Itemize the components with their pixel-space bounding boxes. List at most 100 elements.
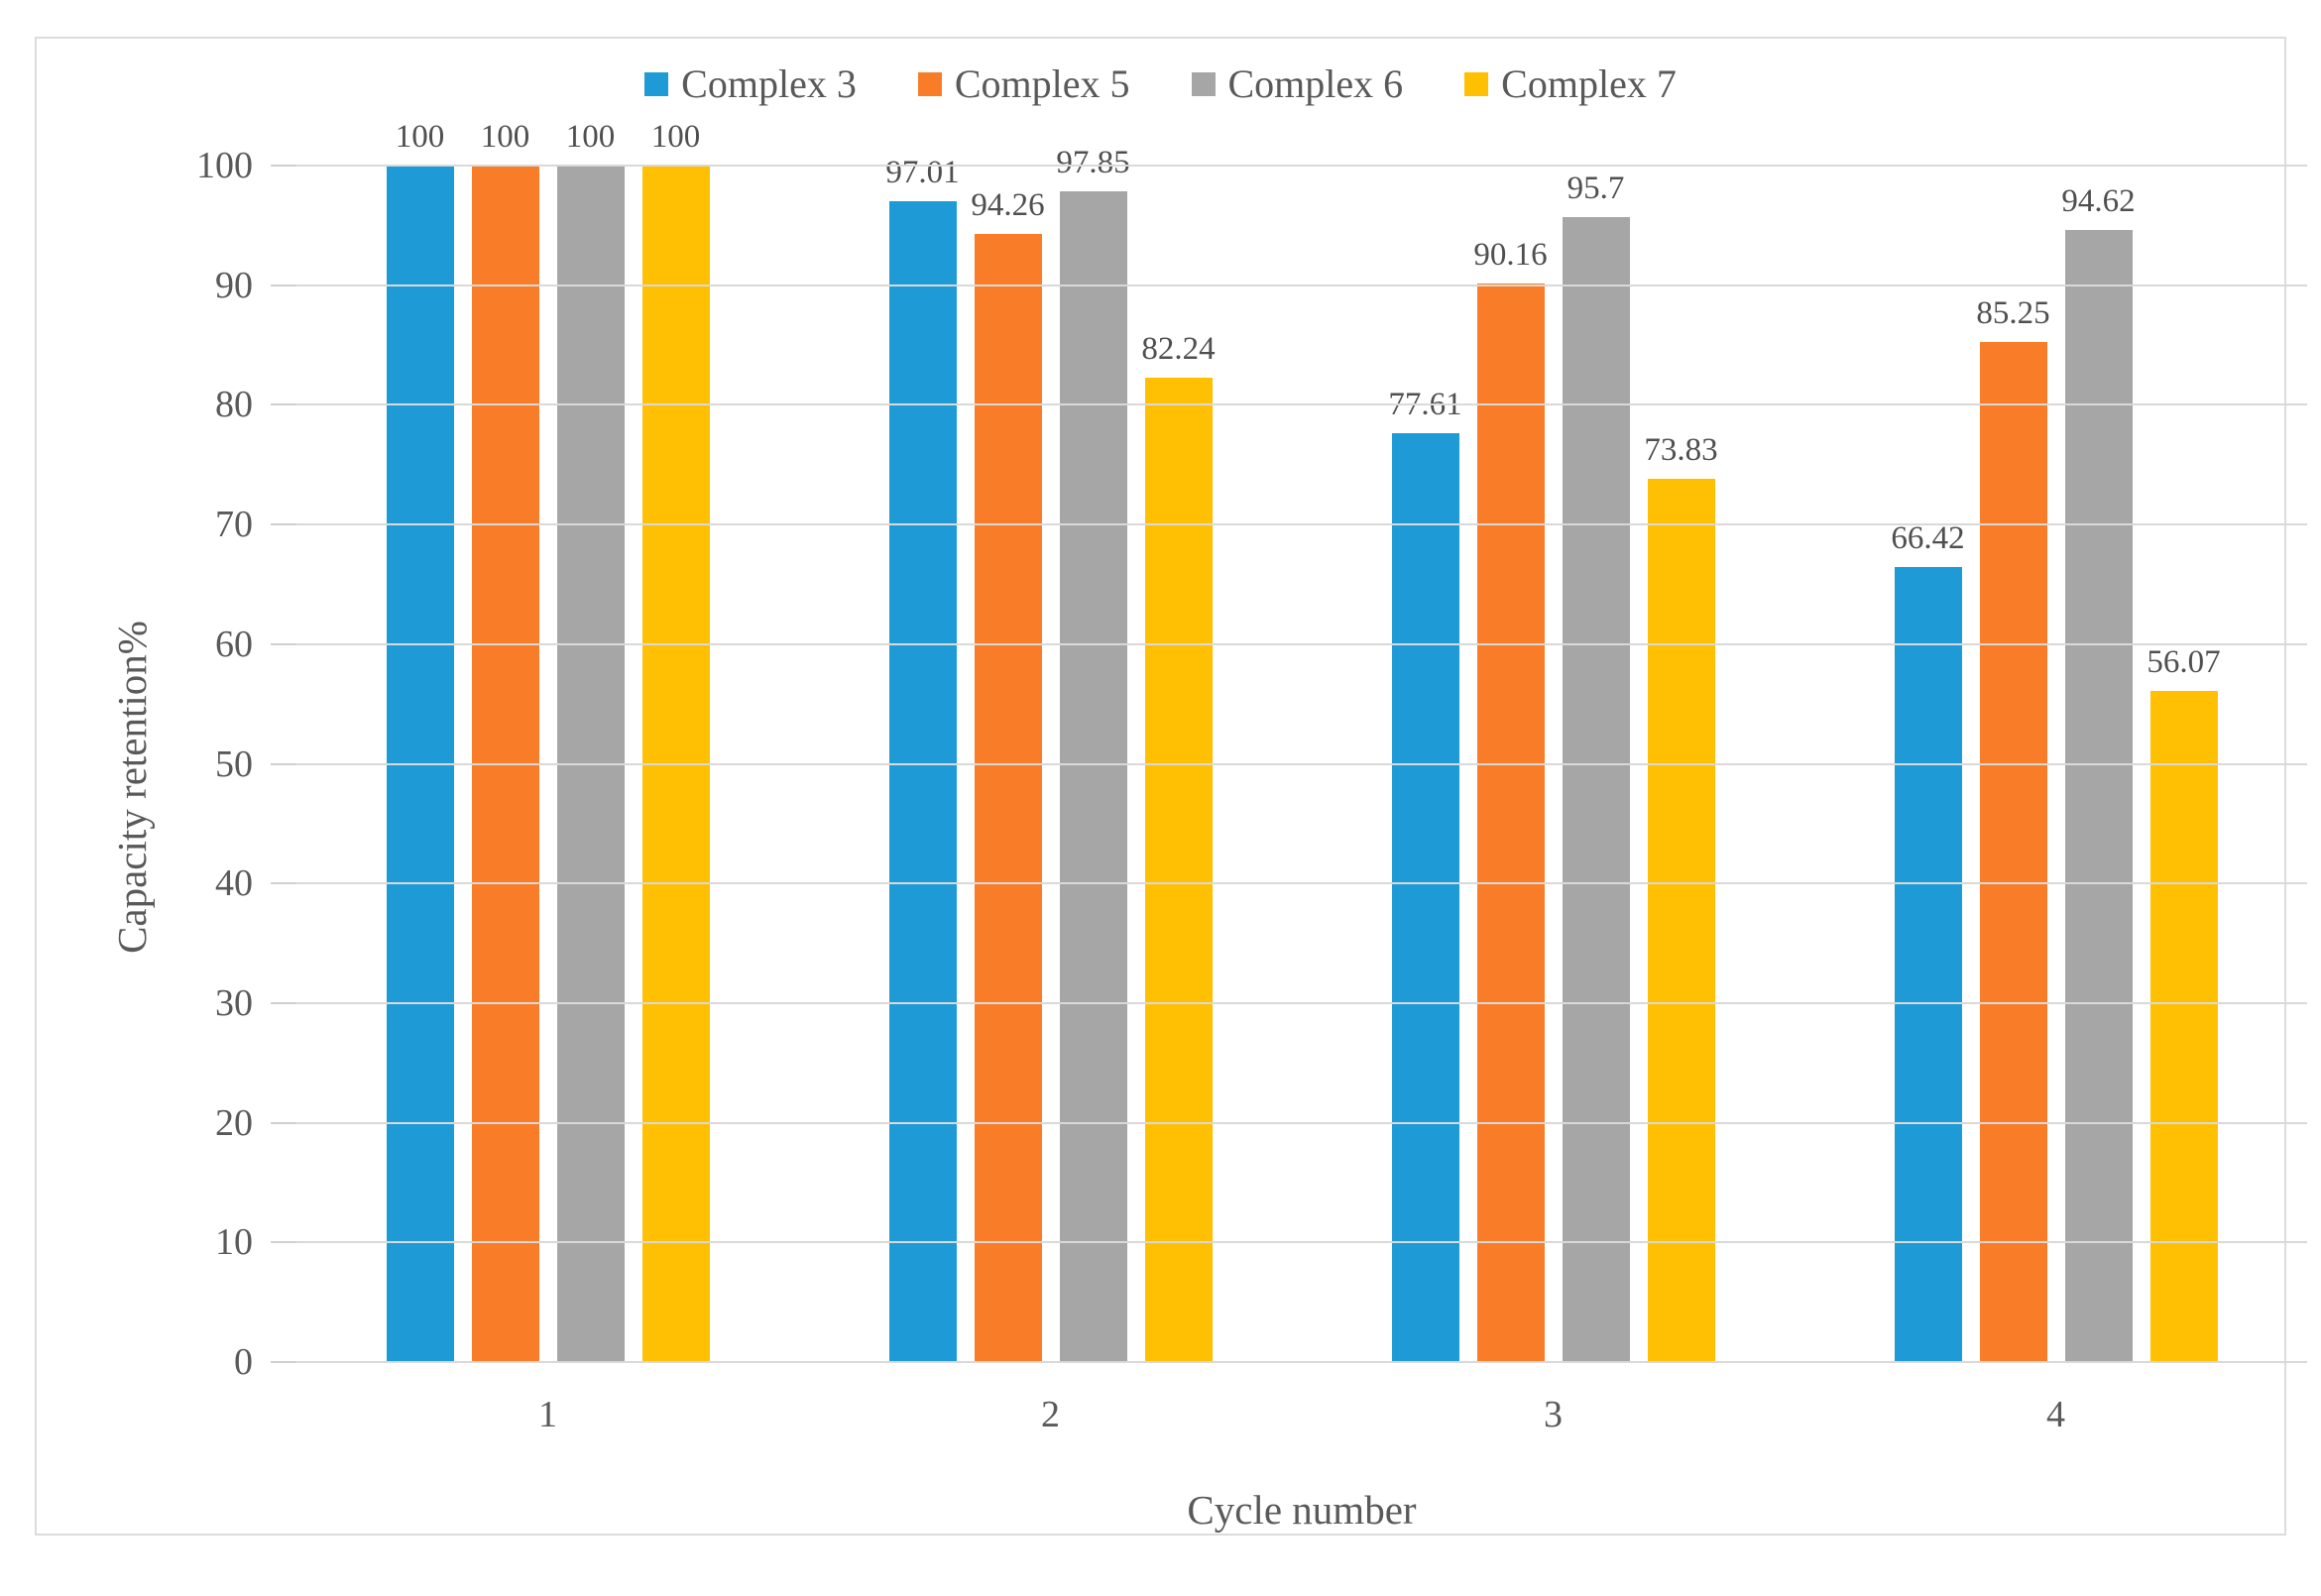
gridline-100 bbox=[296, 165, 2307, 167]
y-tick-mark-60 bbox=[271, 642, 296, 645]
bar-value-label-complex-5-cycle-2: 94.26 bbox=[971, 187, 1045, 224]
legend: Complex 3 Complex 5 Complex 6 Complex 7 bbox=[37, 60, 2284, 107]
bar-cluster-cycle-3: 77.61 90.16 95.7 73.83 bbox=[1388, 166, 1718, 1362]
y-tick-mark-30 bbox=[271, 1001, 296, 1004]
gridline-20 bbox=[296, 1121, 2307, 1124]
y-tick-label-100: 100 bbox=[196, 145, 253, 186]
legend-swatch-complex-5 bbox=[917, 71, 942, 96]
gridline-40 bbox=[296, 882, 2307, 885]
bar-value-label-complex-7-cycle-4: 56.07 bbox=[2147, 644, 2221, 681]
y-tick-label-0: 0 bbox=[234, 1341, 253, 1383]
y-tick-label-50: 50 bbox=[215, 742, 253, 785]
legend-item-complex-3: Complex 3 bbox=[644, 60, 857, 107]
legend-item-complex-6: Complex 6 bbox=[1191, 60, 1404, 107]
bar-slot-complex-7-cycle-3: 73.83 bbox=[1644, 166, 1718, 1362]
bar-slot-complex-3-cycle-3: 77.61 bbox=[1388, 166, 1462, 1362]
plot-area: 100 100 100 100 1 97.01 94.26 97.85 82.24 2 77.61 9… bbox=[196, 121, 2307, 1433]
y-tick-mark-70 bbox=[271, 523, 296, 526]
y-tick-label-30: 30 bbox=[215, 981, 253, 1024]
gridline-50 bbox=[296, 762, 2307, 765]
y-axis-title: Capacity retention% bbox=[109, 621, 155, 954]
y-tick-label-20: 20 bbox=[215, 1101, 253, 1144]
bar-slot-complex-5-cycle-3: 90.16 bbox=[1473, 166, 1548, 1362]
y-tick-label-60: 60 bbox=[215, 623, 253, 665]
y-tick-mark-10 bbox=[271, 1241, 296, 1244]
gridline-60 bbox=[296, 642, 2307, 645]
y-tick-label-70: 70 bbox=[215, 504, 253, 546]
bar-value-label-complex-7-cycle-3: 73.83 bbox=[1644, 431, 1718, 468]
bar-slot-complex-6-cycle-4: 94.62 bbox=[2061, 166, 2136, 1362]
x-axis-title: Cycle number bbox=[1187, 1487, 1417, 1533]
y-tick-mark-40 bbox=[271, 882, 296, 885]
y-tick-mark-0 bbox=[271, 1361, 296, 1363]
legend-swatch-complex-3 bbox=[644, 71, 669, 96]
x-tick-label-3: 3 bbox=[1544, 1394, 1563, 1435]
bar-value-label-complex-6-cycle-2: 97.85 bbox=[1056, 144, 1130, 180]
bar-slot-complex-7-cycle-4: 56.07 bbox=[2147, 166, 2221, 1362]
y-tick-mark-20 bbox=[271, 1121, 296, 1124]
bar-value-label-complex-5-cycle-3: 90.16 bbox=[1473, 236, 1548, 273]
bar-slot-complex-5-cycle-2: 94.26 bbox=[971, 166, 1045, 1362]
bar-slot-complex-7-cycle-2: 82.24 bbox=[1141, 166, 1216, 1362]
bar-value-label-complex-6-cycle-3: 95.7 bbox=[1567, 170, 1625, 206]
bar-complex-7-cycle-4 bbox=[2149, 691, 2218, 1362]
bar-complex-6-cycle-3 bbox=[1562, 216, 1630, 1362]
bar-complex-5-cycle-3 bbox=[1476, 283, 1545, 1362]
bar-group-cycle-3: 77.61 90.16 95.7 73.83 3 bbox=[1302, 166, 1804, 1433]
bar-slot-complex-3-cycle-2: 97.01 bbox=[885, 157, 960, 1362]
bar-cluster-cycle-4: 66.42 85.25 94.62 56.07 bbox=[1891, 166, 2221, 1362]
legend-item-complex-5: Complex 5 bbox=[917, 60, 1130, 107]
bar-value-label-complex-3-cycle-2: 97.01 bbox=[885, 155, 960, 191]
bar-complex-3-cycle-2 bbox=[888, 201, 957, 1362]
bar-value-label-complex-5-cycle-4: 85.25 bbox=[1976, 295, 2050, 332]
bar-complex-7-cycle-2 bbox=[1144, 378, 1213, 1362]
x-tick-label-1: 1 bbox=[538, 1394, 557, 1435]
bar-slot-complex-5-cycle-4: 85.25 bbox=[1976, 166, 2050, 1362]
y-tick-label-80: 80 bbox=[215, 384, 253, 426]
chart-frame: Complex 3 Complex 5 Complex 6 Complex 7 … bbox=[35, 37, 2307, 1536]
bar-slot-complex-3-cycle-4: 66.42 bbox=[1891, 166, 1965, 1362]
gridline-90 bbox=[296, 284, 2307, 286]
y-tick-label-40: 40 bbox=[215, 862, 253, 905]
bar-value-label-complex-7-cycle-2: 82.24 bbox=[1141, 331, 1216, 368]
bar-value-label-complex-7-cycle-1: 100 bbox=[650, 119, 701, 155]
gridline-70 bbox=[296, 523, 2307, 526]
bar-group-cycle-2: 97.01 94.26 97.85 82.24 2 bbox=[799, 146, 1302, 1433]
y-tick-mark-100 bbox=[271, 165, 296, 167]
x-tick-label-2: 2 bbox=[1041, 1394, 1060, 1435]
bar-complex-7-cycle-3 bbox=[1647, 478, 1715, 1362]
y-tick-mark-80 bbox=[271, 403, 296, 406]
y-tick-label-90: 90 bbox=[215, 264, 253, 306]
x-tick-label-4: 4 bbox=[2046, 1394, 2065, 1435]
gridline-30 bbox=[296, 1001, 2307, 1004]
bar-complex-5-cycle-4 bbox=[1979, 342, 2047, 1362]
bar-complex-6-cycle-2 bbox=[1059, 190, 1127, 1362]
bar-slot-complex-6-cycle-3: 95.7 bbox=[1562, 166, 1630, 1362]
y-tick-mark-50 bbox=[271, 762, 296, 765]
gridline-80 bbox=[296, 403, 2307, 406]
gridline-10 bbox=[296, 1241, 2307, 1244]
bar-cluster-cycle-2: 97.01 94.26 97.85 82.24 bbox=[885, 146, 1216, 1362]
gridline-0 bbox=[296, 1361, 2307, 1363]
bar-value-label-complex-6-cycle-1: 100 bbox=[565, 119, 616, 155]
legend-item-complex-7: Complex 7 bbox=[1464, 60, 1677, 107]
bar-slot-complex-6-cycle-2: 97.85 bbox=[1056, 146, 1130, 1362]
bar-complex-6-cycle-4 bbox=[2064, 229, 2133, 1362]
y-tick-label-10: 10 bbox=[215, 1221, 253, 1264]
y-tick-mark-90 bbox=[271, 284, 296, 286]
legend-swatch-complex-6 bbox=[1191, 71, 1216, 96]
legend-label-complex-3: Complex 3 bbox=[681, 61, 857, 106]
legend-label-complex-6: Complex 6 bbox=[1227, 61, 1404, 106]
bar-group-cycle-4: 66.42 85.25 94.62 56.07 4 bbox=[1804, 166, 2307, 1433]
bar-value-label-complex-5-cycle-1: 100 bbox=[480, 119, 530, 155]
bar-value-label-complex-3-cycle-1: 100 bbox=[395, 119, 445, 155]
bar-value-label-complex-6-cycle-4: 94.62 bbox=[2061, 182, 2136, 219]
bar-complex-3-cycle-4 bbox=[1894, 567, 1962, 1362]
legend-label-complex-5: Complex 5 bbox=[954, 61, 1130, 106]
bar-complex-5-cycle-2 bbox=[974, 234, 1042, 1362]
legend-label-complex-7: Complex 7 bbox=[1501, 61, 1677, 106]
bar-complex-3-cycle-3 bbox=[1391, 433, 1459, 1362]
legend-swatch-complex-7 bbox=[1464, 71, 1489, 96]
bar-value-label-complex-3-cycle-4: 66.42 bbox=[1891, 520, 1965, 557]
